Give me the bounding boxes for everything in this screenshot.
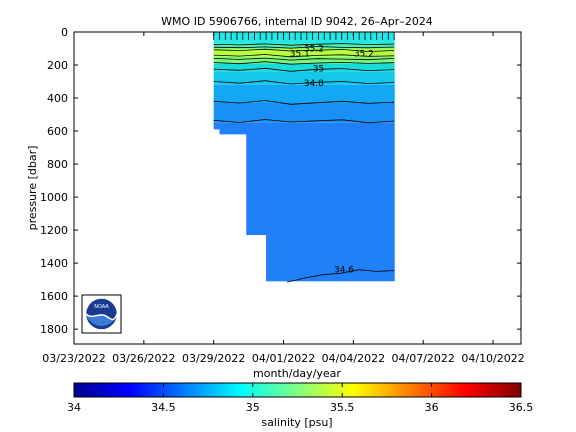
salinity-cell [213, 32, 221, 44]
salinity-cell [219, 71, 247, 85]
salinity-cell [266, 71, 395, 85]
salinity-cell [266, 63, 395, 72]
x-axis: 03/23/2022 03/26/2022 03/29/2022 04/01/2022… [42, 32, 525, 365]
salinity-cell [246, 48, 267, 57]
colorbar-tick-label: 35 [246, 401, 260, 414]
salinity-cell [246, 32, 267, 44]
plot-frame [73, 31, 522, 345]
contour-line [213, 46, 395, 49]
y-tick-label: 400 [47, 92, 68, 105]
salinity-cell [213, 56, 221, 64]
y-tick-label: 1000 [40, 191, 68, 204]
salinity-cell [213, 48, 221, 57]
colorbar-tick-label: 36.5 [509, 401, 534, 414]
noaa-logo: NOAA [81, 294, 122, 334]
x-tick-label: 03/23/2022 [42, 352, 105, 365]
contour-line-deep [286, 269, 395, 283]
contour-lines [213, 43, 395, 283]
salinity-cell [213, 63, 221, 72]
colorbar-tick-label: 34.5 [151, 401, 176, 414]
contour-line [213, 100, 395, 105]
x-tick-label: 04/01/2022 [252, 352, 315, 365]
contour-label: 34.8 [304, 79, 324, 89]
salinity-cell [266, 84, 395, 103]
y-tick-label: 600 [47, 125, 68, 138]
x-tick-label: 03/29/2022 [182, 352, 245, 365]
colorbar-tick-label: 34 [67, 401, 81, 414]
salinity-cell [246, 102, 267, 123]
salinity-cell [219, 122, 247, 135]
y-axis: 0 200 400 600 800 1000 1200 1400 1600 1800 [40, 26, 521, 336]
salinity-cell [213, 102, 221, 123]
salinity-cell [219, 43, 247, 49]
contour-line [213, 61, 395, 65]
contour-line [213, 48, 395, 52]
salinity-cell [213, 84, 221, 103]
salinity-cell [219, 102, 247, 123]
y-axis-label: pressure [dbar] [26, 146, 39, 231]
salinity-cell [219, 56, 247, 64]
salinity-cell [246, 84, 267, 103]
contour-line [213, 80, 395, 85]
x-tick-label: 04/10/2022 [461, 352, 524, 365]
x-tick-label: 03/26/2022 [112, 352, 175, 365]
colorbar-tick-label: 36 [425, 401, 439, 414]
contour-label: 35.1 [290, 49, 310, 59]
x-axis-label: month/day/year [253, 367, 341, 380]
salinity-cell [219, 32, 247, 44]
y-tick-label: 800 [47, 158, 68, 171]
salinity-cell [266, 122, 395, 282]
colorbar-label: salinity [psu] [261, 416, 332, 429]
y-tick-label: 1600 [40, 290, 68, 303]
y-tick-label: 1400 [40, 257, 68, 270]
salinity-cell [219, 63, 247, 72]
salinity-cell [219, 84, 247, 103]
contour-label: 34.6 [334, 266, 354, 276]
salinity-cell [246, 63, 267, 72]
y-tick-label: 200 [47, 59, 68, 72]
salinity-cell [219, 48, 247, 57]
salinity-cell [246, 43, 267, 49]
salinity-cell [246, 122, 267, 236]
y-tick-label: 0 [61, 26, 68, 39]
y-tick-label: 1200 [40, 224, 68, 237]
contour-label: 35.2 [304, 45, 324, 55]
noaa-logo-text: NOAA [94, 304, 109, 310]
colorbar-ticks: 34 34.5 35 35.5 36 36.5 [67, 383, 533, 414]
salinity-cell [266, 43, 395, 49]
contour-line [213, 54, 395, 58]
salinity-cell [266, 102, 395, 123]
contour-label: 35 [313, 64, 324, 74]
salinity-cell [266, 56, 395, 64]
x-tick-label: 04/04/2022 [322, 352, 385, 365]
contour-label: 35.2 [354, 49, 374, 59]
chart-title: WMO ID 5906766, internal ID 9042, 26–Apr… [161, 15, 433, 28]
x-tick-label: 04/07/2022 [392, 352, 455, 365]
salinity-cell [246, 71, 267, 85]
salinity-cell [266, 48, 395, 57]
salinity-cell [213, 43, 221, 49]
salinity-cell [213, 122, 221, 130]
colorbar [73, 382, 522, 398]
contour-line [213, 67, 395, 72]
salinity-section [213, 32, 395, 282]
profile-ticks [213, 32, 395, 40]
salinity-cell [246, 56, 267, 64]
contour-line [213, 119, 395, 124]
contour-line [213, 43, 395, 46]
colorbar-tick-label: 35.5 [330, 401, 355, 414]
contour-line [213, 57, 395, 61]
salinity-cell [213, 71, 221, 85]
y-tick-label: 1800 [40, 323, 68, 336]
